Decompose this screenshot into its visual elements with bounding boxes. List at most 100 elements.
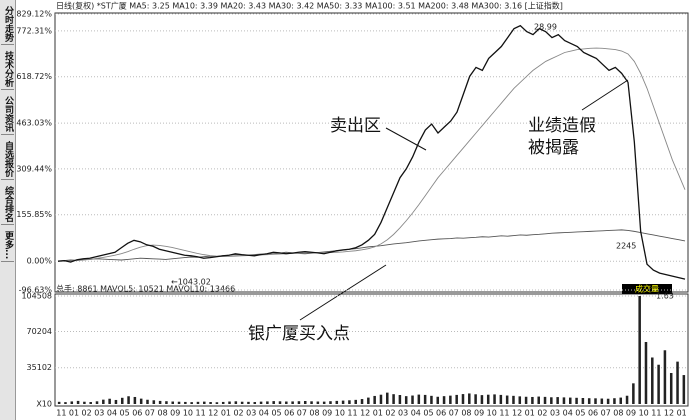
volume-bar xyxy=(430,395,433,404)
volume-bar xyxy=(480,395,484,404)
x-tick-label: 08 xyxy=(613,409,623,418)
x-tick-label: 02 xyxy=(385,409,395,418)
x-tick-label: 09 xyxy=(626,409,636,418)
annotation: 被揭露 xyxy=(528,138,579,158)
volume-bar xyxy=(379,394,383,404)
x-tick-label: 11 xyxy=(56,409,66,418)
volume-bar xyxy=(493,394,496,404)
arrow xyxy=(385,127,427,151)
x-tick-label: 06 xyxy=(284,409,294,418)
volume-bar xyxy=(234,401,238,404)
volume-unit: X10 xyxy=(36,400,52,409)
volume-bar xyxy=(158,400,162,404)
volume-tag-box xyxy=(622,284,672,294)
volume-bar xyxy=(266,401,269,404)
volume-bar xyxy=(310,401,313,404)
tab[interactable]: 更多... xyxy=(1,229,14,263)
x-tick-label: 03 xyxy=(94,409,104,418)
volume-bar xyxy=(120,397,124,404)
volume-bar xyxy=(575,397,578,404)
arrow xyxy=(299,264,387,321)
volume-bar xyxy=(64,402,67,404)
volume-bar xyxy=(562,397,566,404)
volume-bar xyxy=(278,401,282,404)
tab[interactable]: 技术分析 xyxy=(1,49,14,90)
x-tick-label: 11 xyxy=(651,409,661,418)
point-label: ←1043.02 xyxy=(171,278,211,287)
volume-bar xyxy=(651,357,654,404)
volume-bar xyxy=(625,395,629,404)
volume-bar xyxy=(253,402,257,404)
volume-bar xyxy=(417,394,421,404)
x-tick-label: 08 xyxy=(309,409,319,418)
x-tick-label: 12 xyxy=(664,409,674,418)
volume-bar xyxy=(556,397,559,404)
volume-bar xyxy=(335,400,339,404)
volume-bar xyxy=(341,400,345,404)
x-tick-label: 04 xyxy=(259,409,269,418)
volume-bar xyxy=(638,296,641,404)
volume-bar xyxy=(127,396,130,404)
x-tick-label: 11 xyxy=(347,409,357,418)
tab[interactable]: 自选报价 xyxy=(1,139,14,180)
series-line xyxy=(57,229,686,262)
x-tick-label: 07 xyxy=(145,409,155,418)
volume-bar xyxy=(581,398,585,404)
volume-frame xyxy=(54,293,689,407)
x-tick-label: 06 xyxy=(588,409,598,418)
volume-bar xyxy=(291,401,294,404)
volume-bar xyxy=(669,372,673,404)
volume-bar xyxy=(613,398,616,404)
y-tick-label: 829.12% xyxy=(16,10,52,19)
x-tick-label: 01 xyxy=(677,409,687,418)
volume-bar xyxy=(102,399,105,404)
volume-bar xyxy=(215,402,219,404)
volume-bar xyxy=(550,397,553,404)
y-tick-label: 463.03% xyxy=(16,119,52,128)
volume-bar xyxy=(632,383,635,404)
volume-bar xyxy=(543,396,547,404)
volume-bar xyxy=(367,397,370,404)
volume-bar xyxy=(587,398,591,404)
series-line xyxy=(57,24,686,280)
x-tick-label: 08 xyxy=(461,409,471,418)
x-tick-label: 11 xyxy=(499,409,509,418)
y-tick-label: 309.44% xyxy=(16,164,52,173)
volume-bar xyxy=(468,393,471,404)
volume-bar xyxy=(518,396,522,404)
volume-bar xyxy=(240,401,244,404)
volume-bar xyxy=(676,361,679,404)
volume-bar xyxy=(619,397,623,404)
x-tick-label: 03 xyxy=(246,409,256,418)
annotation: 业绩造假 xyxy=(528,116,596,136)
tab[interactable]: 公司资讯 xyxy=(1,94,14,135)
volume-bar xyxy=(449,395,452,404)
x-tick-label: 10 xyxy=(639,409,649,418)
volume-bar xyxy=(474,394,477,404)
volume-bar xyxy=(108,398,111,404)
y-tick-label: 104508 xyxy=(21,292,52,301)
volume-bar xyxy=(455,394,458,404)
volume-bar xyxy=(411,395,414,404)
volume-bar xyxy=(177,401,181,404)
point-label: 28.99 xyxy=(534,23,557,32)
volume-bar xyxy=(196,401,200,404)
x-tick-label: 12 xyxy=(360,409,370,418)
volume-bar xyxy=(203,401,206,404)
volume-bar xyxy=(171,401,174,404)
chart: 日线(复权) *ST广厦 MA5: 3.25 MA10: 3.39 MA20: … xyxy=(16,1,689,418)
volume-bar xyxy=(594,398,597,404)
series-line xyxy=(58,47,686,262)
x-tick-label: 05 xyxy=(423,409,433,418)
volume-bar xyxy=(505,395,509,404)
tab[interactable]: 分时走势 xyxy=(1,4,14,45)
volume-bar xyxy=(360,399,364,404)
tab[interactable]: 综合排名 xyxy=(1,184,14,225)
volume-bar xyxy=(373,395,376,404)
x-tick-label: 01 xyxy=(373,409,383,418)
volume-bar xyxy=(329,401,332,404)
x-tick-label: 09 xyxy=(474,409,484,418)
volume-bar xyxy=(165,401,168,404)
price-frame xyxy=(54,12,689,293)
